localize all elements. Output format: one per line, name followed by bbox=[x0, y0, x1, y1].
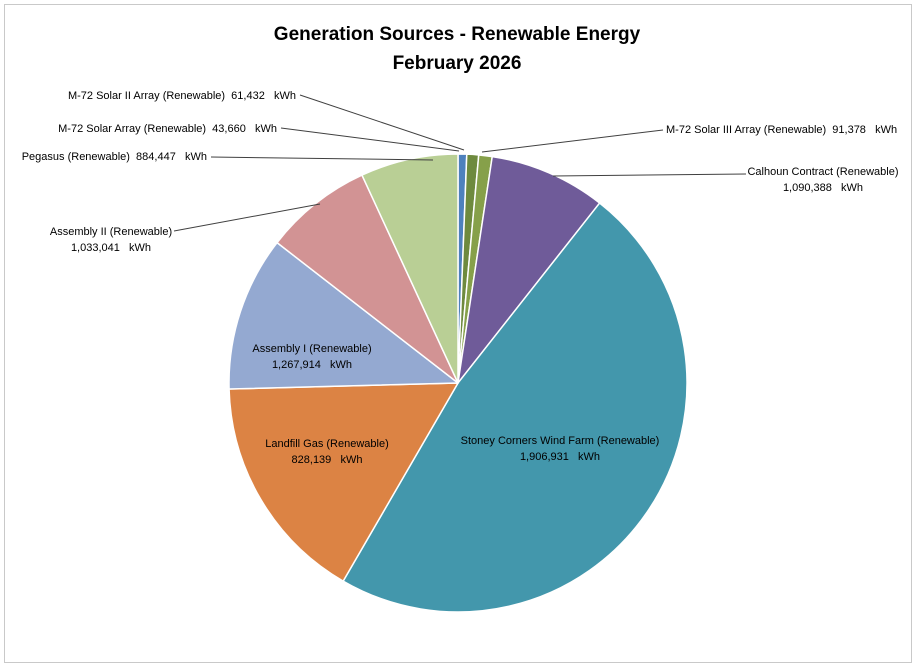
callout-label-m72-solar-iii-array-line1: M-72 Solar III Array (Renewable) 91,378 … bbox=[666, 124, 897, 136]
callout-label-assembly-ii-line1: Assembly II (Renewable) bbox=[50, 226, 172, 238]
data-labels-group: M-72 Solar II Array (Renewable) 61,432 k… bbox=[22, 90, 899, 466]
leader-line-pegasus bbox=[210, 156, 434, 161]
callout-label-calhoun-contract-line2: 1,090,388 kWh bbox=[783, 182, 863, 194]
callout-label-m72-solar-ii-array-line1: M-72 Solar II Array (Renewable) 61,432 k… bbox=[68, 90, 296, 102]
leader-line-m72-solar-iii-array bbox=[481, 129, 664, 153]
inside-label-landfill-gas-line2: 828,139 kWh bbox=[292, 454, 363, 466]
callout-label-m72-solar-array-line1: M-72 Solar Array (Renewable) 43,660 kWh bbox=[58, 123, 277, 135]
pie-slice-assembly-ii bbox=[276, 174, 459, 384]
pie-slice-landfill-gas bbox=[228, 382, 459, 582]
callout-label-assembly-ii-line2: 1,033,041 kWh bbox=[71, 242, 151, 254]
leader-line-m72-solar-array bbox=[280, 127, 460, 152]
inside-label-stoney-corners-wind-farm-line1: Stoney Corners Wind Farm (Renewable) bbox=[461, 435, 660, 447]
pie-slice-assembly-i bbox=[228, 241, 459, 390]
chart-title-line2: February 2026 bbox=[393, 53, 522, 74]
callout-label-calhoun-contract-line1: Calhoun Contract (Renewable) bbox=[747, 166, 898, 178]
leader-lines-group bbox=[173, 94, 747, 232]
pie-slices-group bbox=[228, 153, 688, 613]
leader-line-calhoun-contract bbox=[552, 173, 747, 177]
chart-title-line1: Generation Sources - Renewable Energy bbox=[274, 24, 641, 45]
inside-label-assembly-i-line1: Assembly I (Renewable) bbox=[252, 343, 371, 355]
callout-label-pegasus-line1: Pegasus (Renewable) 884,447 kWh bbox=[22, 151, 207, 163]
pie-slice-stoney-corners-wind-farm bbox=[342, 202, 688, 613]
pie-slice-calhoun-contract bbox=[457, 155, 601, 384]
inside-label-landfill-gas-line1: Landfill Gas (Renewable) bbox=[265, 438, 389, 450]
leader-line-assembly-ii bbox=[173, 203, 321, 232]
inside-label-assembly-i-line2: 1,267,914 kWh bbox=[272, 359, 352, 371]
inside-label-stoney-corners-wind-farm-line2: 1,906,931 kWh bbox=[520, 451, 600, 463]
leader-line-m72-solar-ii-array bbox=[299, 94, 465, 151]
